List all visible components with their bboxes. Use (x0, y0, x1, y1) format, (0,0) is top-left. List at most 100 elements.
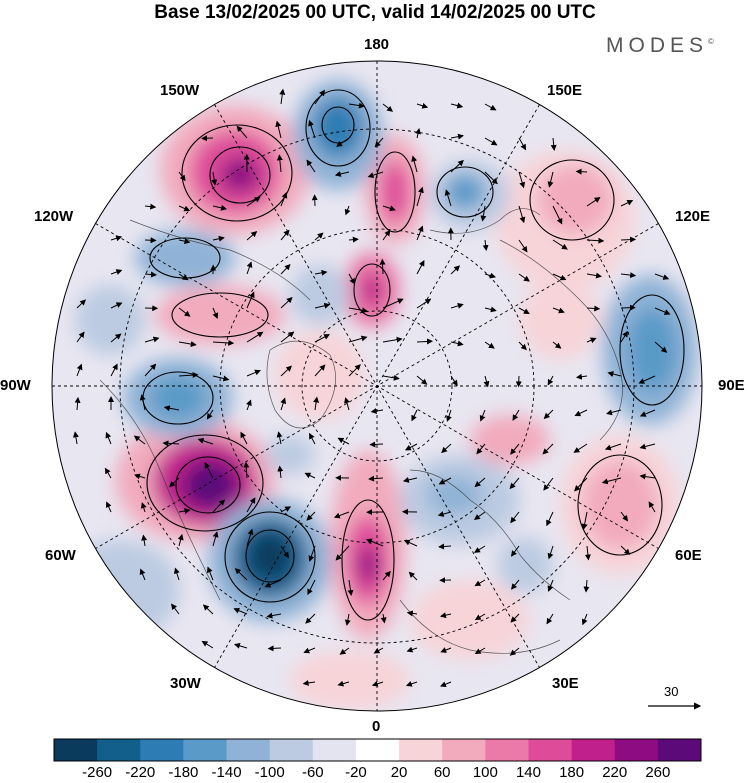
wind-vector-arrow (382, 570, 391, 581)
wind-vector-arrow (606, 409, 622, 416)
colorbar-tick-label: -260 (82, 764, 113, 781)
colorbar-tick-label: 20 (390, 764, 408, 781)
wind-vector-arrow (337, 680, 350, 687)
wind-vector-arrow (406, 646, 418, 653)
wind-vector-arrow (110, 235, 123, 242)
wind-vector-arrow (303, 647, 316, 654)
wind-vector-arrow (76, 363, 83, 377)
wind-vector-arrow (573, 443, 588, 453)
wind-vector-arrow (246, 261, 253, 275)
wind-vector-arrow (581, 511, 588, 530)
wind-vector-arrow (314, 364, 326, 377)
wind-vector-arrow (510, 511, 520, 524)
wind-vector-arrow (348, 307, 369, 314)
wind-vector-arrow (348, 236, 359, 243)
lon-label-150e: 150E (547, 82, 583, 99)
wind-vector-arrow (480, 205, 487, 222)
wind-vector-arrow (337, 437, 350, 445)
wind-vector-arrow (308, 119, 316, 139)
lon-label-60e: 60E (675, 547, 702, 564)
wind-vector-arrow (438, 477, 452, 485)
lon-label-90w: 90W (0, 377, 31, 394)
wind-vector-arrow (450, 303, 464, 309)
wind-vector-arrow (620, 200, 634, 207)
wind-vector-arrow (484, 171, 498, 185)
wind-vector-arrow (402, 476, 418, 483)
wind-vector-arrow (334, 171, 350, 177)
colorbar-tick-label: 60 (433, 764, 451, 781)
wind-vector-arrow (382, 298, 404, 309)
wind-vector-arrow (144, 271, 157, 278)
wind-vector-arrow (586, 237, 605, 244)
wind-vector-arrow (206, 409, 214, 420)
wind-vector-arrow (211, 171, 218, 186)
map-title: Base 13/02/2025 00 UTC, valid 14/02/2025… (154, 2, 596, 23)
wind-vector-arrow (266, 612, 282, 619)
wind-vector-arrow (280, 263, 291, 275)
wind-vector-arrow (212, 499, 225, 513)
wind-vector-arrow (339, 647, 350, 655)
wind-vector-arrow (518, 171, 526, 189)
wind-vector-arrow (484, 137, 498, 146)
wind-vector-arrow (639, 473, 656, 480)
wind-vector-arrow (484, 272, 497, 279)
wind-vector-arrow (509, 477, 520, 490)
colorbar-swatch (269, 739, 314, 761)
wind-vector-arrow (333, 511, 350, 519)
wind-vector-arrow (243, 461, 250, 479)
wind-vector-arrow (510, 579, 520, 590)
lon-label-90e: 90E (718, 377, 745, 394)
wind-vector-arrow (344, 397, 350, 411)
wind-vector-arrow (178, 238, 191, 245)
wind-vector-arrow (547, 375, 554, 386)
wind-vector-arrow (236, 125, 248, 139)
wind-vector-arrow (313, 396, 320, 411)
wind-vector-arrow (546, 613, 554, 625)
wind-vector-arrow (484, 341, 495, 349)
wind-vector-arrow (344, 205, 351, 216)
wind-vector-arrow (473, 511, 486, 520)
wind-vector-arrow (518, 273, 530, 282)
wind-vector-arrow (620, 304, 636, 311)
colorbar-swatch (485, 739, 529, 761)
wind-vector-arrow (280, 331, 295, 343)
wind-vector-arrow (169, 477, 180, 488)
wind-vector-arrow (586, 305, 601, 312)
lon-label-0: 0 (372, 718, 381, 735)
wind-vector-arrow (542, 443, 554, 455)
wind-vector-arrow (144, 363, 157, 377)
wind-vector-arrow (474, 647, 486, 655)
wind-vector-arrow (648, 501, 656, 513)
wind-vector-arrow (382, 374, 400, 381)
wind-vector-arrow (574, 477, 588, 492)
wind-vector-arrow (246, 528, 254, 547)
wind-vector-arrow (482, 239, 489, 252)
wind-vector-arrow (348, 364, 361, 377)
wind-vector-arrow (139, 568, 146, 581)
wind-vector-arrow (105, 431, 112, 445)
wind-vector-arrow (586, 337, 597, 344)
colorbar-swatch (528, 739, 573, 761)
colorbar-swatch (54, 739, 98, 761)
colorbar-tick-label: 220 (602, 764, 628, 781)
colorbar-swatch (399, 739, 443, 761)
wind-vector-arrow (267, 645, 282, 652)
colorbar-tick-label: -100 (254, 764, 285, 781)
wind-vector-arrow (620, 236, 637, 243)
wind-vector-arrow (204, 462, 214, 479)
wind-vector-arrow (314, 302, 331, 309)
wind-vector-arrow (438, 543, 452, 550)
wind-vector-arrow (162, 440, 180, 447)
wind-vector-arrow (309, 432, 316, 445)
wind-vector-arrow (74, 396, 81, 411)
colorbar-swatch (183, 739, 228, 761)
wind-vector-arrow (584, 545, 591, 561)
wind-vector-arrow (450, 265, 461, 275)
wind-vector-arrow (246, 369, 261, 377)
wind-vector-arrow (543, 477, 554, 491)
wind-vector-arrow (76, 331, 85, 343)
wind-vector-arrow (178, 171, 186, 182)
wind-vector-arrow (110, 363, 118, 377)
wind-vector-arrow (484, 103, 497, 111)
